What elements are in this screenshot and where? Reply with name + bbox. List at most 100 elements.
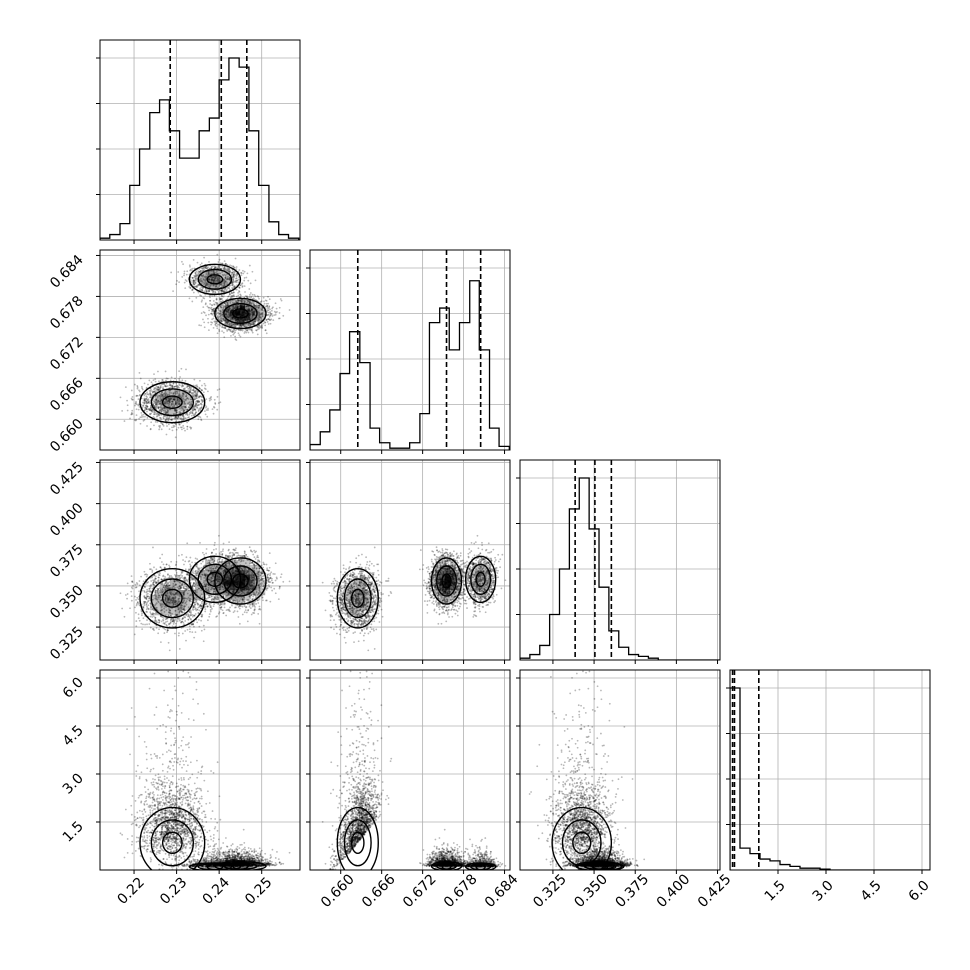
sample-point [213,590,215,593]
sample-point [157,596,160,599]
sample-point [232,276,234,279]
sample-point [239,284,242,286]
sample-point [189,412,192,415]
sample-point [163,415,166,418]
sample-point [167,393,169,396]
sample-point [240,271,243,274]
sample-point [211,313,214,316]
sample-point [190,392,193,395]
sample-point [237,320,240,323]
sample-point [123,615,126,618]
sample-point [233,295,235,298]
sample-point [230,264,233,267]
density-cell [230,300,236,306]
sample-point [182,263,184,266]
sample-point [220,289,222,292]
sample-point [181,398,184,401]
sample-point [145,398,148,401]
sample-point [226,576,229,579]
sample-point [237,309,240,312]
sample-point [151,411,154,413]
sample-point [195,284,198,287]
sample-point [261,311,264,314]
sample-point [159,615,162,618]
density-cell [225,280,231,286]
sample-point [167,587,170,590]
histogram-3 [730,670,930,870]
sample-point [235,312,238,314]
sample-point [273,587,276,590]
sample-point [233,332,236,335]
sample-point [200,578,202,580]
sample-point [254,279,257,282]
sample-point [142,404,145,407]
sample-point [235,324,237,327]
sample-point [217,612,220,615]
sample-point [177,600,180,603]
sample-point [158,414,161,416]
sample-point [179,574,182,576]
sample-point [175,411,178,413]
sample-point [204,608,207,611]
sample-point [182,411,185,414]
sample-point [174,410,177,413]
sample-point [154,406,157,409]
sample-point [202,596,204,599]
sample-point [182,397,185,400]
sample-point [243,305,246,308]
sample-point [195,393,198,396]
sample-point [164,402,167,405]
sample-point [205,267,208,270]
sample-point [196,385,199,388]
sample-point [155,385,158,388]
sample-point [257,313,260,316]
density-cell [180,395,186,401]
sample-point [189,426,191,429]
sample-point [159,425,162,427]
sample-point [209,285,212,287]
density-cell [225,315,231,321]
sample-point [245,312,247,314]
sample-point [180,609,183,612]
sample-point [228,278,231,281]
sample-point [148,408,151,411]
sample-point [241,319,244,322]
sample-point [169,397,172,399]
sample-point [119,396,122,399]
sample-point [157,407,160,409]
sample-point [223,606,226,609]
sample-point [163,406,166,409]
sample-point [181,584,184,587]
sample-point [218,258,221,261]
sample-point [228,324,231,326]
sample-point [219,324,222,327]
sample-point [267,302,270,305]
sample-point [174,418,177,420]
sample-point [250,296,252,299]
sample-point [208,278,211,281]
sample-point [241,300,244,303]
sample-point [222,306,225,309]
sample-point [178,377,181,380]
sample-point [253,314,256,317]
sample-point [232,316,234,319]
sample-point [236,314,239,317]
sample-point [232,281,235,284]
sample-point [181,407,184,410]
sample-point [186,408,189,411]
sample-point [154,405,157,408]
sample-point [211,309,214,311]
sample-point [205,277,208,279]
sample-point [201,281,204,284]
sample-point [143,409,146,412]
sample-point [226,277,229,280]
sample-point [155,398,158,400]
sample-point [172,398,175,401]
sample-point [189,401,192,403]
sample-point [171,384,174,387]
sample-point [189,609,192,612]
sample-point [228,316,231,319]
sample-point [148,400,151,403]
sample-point [226,281,228,284]
sample-point [231,316,233,319]
